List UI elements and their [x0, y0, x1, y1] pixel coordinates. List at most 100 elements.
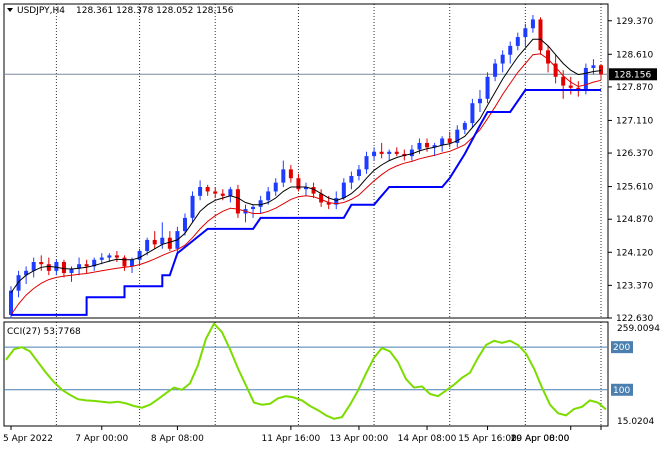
- current-price-label: 128.156: [614, 70, 651, 80]
- x-tick-label: 7 Apr 00:00: [75, 434, 128, 444]
- x-tick-label: 11 Apr 16:00: [262, 434, 321, 444]
- cci-y-label: 15.0204: [617, 417, 654, 427]
- x-tick-label: 8 Apr 08:00: [151, 434, 204, 444]
- candle-bull: [228, 189, 233, 196]
- candle-bull: [258, 200, 263, 207]
- candle-bull: [356, 169, 361, 176]
- candle-bear: [568, 85, 573, 88]
- candle-bull: [281, 169, 286, 183]
- candle-bull: [455, 129, 460, 143]
- candle-bear: [538, 19, 543, 51]
- x-tick-label: 14 Apr 08:00: [398, 434, 457, 444]
- candle-bull: [364, 156, 369, 170]
- candle-bull: [145, 239, 150, 251]
- candle-bull: [341, 182, 346, 199]
- cci-line: [5, 322, 607, 420]
- candle-bull: [470, 103, 475, 124]
- candle-bear: [326, 202, 331, 205]
- candle-bear: [553, 63, 558, 77]
- candle-bull: [24, 270, 29, 276]
- candle-bear: [546, 50, 551, 64]
- candle-bear: [39, 261, 44, 265]
- candle-bull: [137, 250, 142, 260]
- cci-label: CCI(27) 53.7768: [7, 327, 81, 337]
- candle-bull: [31, 261, 36, 271]
- candle-bull: [16, 275, 21, 291]
- candle-bear: [122, 257, 127, 267]
- candle-bull: [349, 175, 354, 183]
- candle-bull: [493, 63, 498, 77]
- cci-level-label: 100: [613, 386, 630, 396]
- y-tick-label: 129.370: [616, 17, 653, 27]
- candle-bull: [387, 151, 392, 154]
- y-tick-label: 123.370: [616, 281, 653, 291]
- candle-bull: [372, 151, 377, 157]
- candle-bull: [9, 290, 13, 315]
- candle-bull: [409, 149, 414, 157]
- candle-bear: [296, 178, 301, 190]
- candle-bull: [251, 206, 256, 210]
- candle-bull: [500, 54, 505, 64]
- candle-bear: [288, 169, 293, 179]
- trailing-stop-line: [11, 89, 601, 316]
- candle-bull: [92, 259, 97, 267]
- main-pane: [3, 3, 609, 319]
- candle-bull: [583, 67, 588, 90]
- candle-bull: [69, 268, 74, 274]
- candle-bear: [114, 255, 119, 258]
- candle-bull: [182, 217, 187, 232]
- cci-level-tag: [611, 341, 633, 354]
- y-tick-label: 122.630: [616, 314, 653, 324]
- cci-level-label: 200: [613, 343, 630, 353]
- candle-bear: [599, 65, 603, 75]
- dropdown-triangle-icon[interactable]: [7, 8, 13, 12]
- moving-average-slow: [10, 53, 602, 316]
- y-tick-label: 125.610: [616, 183, 653, 193]
- x-tick-label: 5 Apr 2022: [3, 434, 53, 444]
- cci-pane: [3, 321, 609, 427]
- candle-bull: [54, 261, 59, 271]
- candle-bull: [304, 187, 308, 190]
- candle-bear: [152, 239, 157, 245]
- candle-bear: [84, 264, 89, 267]
- x-tick-label: 20 Apr 08:00: [511, 434, 570, 444]
- candle-bull: [591, 65, 596, 68]
- candle-bull: [417, 142, 422, 150]
- x-tick-label: 19 Apr 00:00: [511, 434, 570, 444]
- candle-bull: [198, 187, 203, 196]
- candle-bear: [394, 151, 399, 154]
- candle-bear: [311, 187, 316, 194]
- ohlc-values: 128.361 128.378 128.052 128.156: [76, 6, 234, 16]
- y-tick-label: 128.610: [616, 50, 653, 60]
- candle-bear: [205, 187, 210, 192]
- candle-bull: [266, 191, 271, 201]
- candle-bull: [190, 195, 195, 218]
- candle-bear: [425, 142, 430, 148]
- candle-bull: [515, 37, 520, 46]
- moving-average-fast: [10, 38, 602, 294]
- candle-bear: [213, 191, 218, 194]
- y-tick-label: 124.870: [616, 215, 653, 225]
- candle-bull: [107, 255, 112, 258]
- cci-y-label: 259.0094: [617, 324, 660, 334]
- candle-bear: [46, 264, 51, 271]
- candle-bull: [334, 198, 339, 205]
- candle-bear: [576, 87, 581, 90]
- candle-bull: [440, 138, 445, 146]
- x-tick-label: 13 Apr 00:00: [330, 434, 389, 444]
- candle-bull: [77, 264, 82, 269]
- symbol-timeframe: USDJPY,H4: [17, 6, 65, 16]
- candle-bear: [379, 151, 384, 154]
- candle-bull: [523, 28, 528, 38]
- candle-bear: [167, 237, 172, 249]
- y-tick-label: 124.120: [616, 248, 653, 258]
- candle-bull: [130, 259, 135, 267]
- current-price-tag: [609, 68, 657, 81]
- candle-bull: [477, 98, 482, 104]
- candle-bear: [319, 193, 324, 203]
- candle-bull: [273, 182, 278, 192]
- candle-bear: [61, 261, 66, 274]
- x-tick-label: 15 Apr 16:00: [458, 434, 517, 444]
- candle-bull: [432, 145, 437, 148]
